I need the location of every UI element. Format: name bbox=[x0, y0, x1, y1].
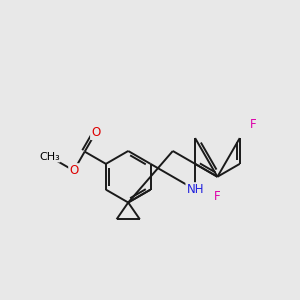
Text: F: F bbox=[250, 118, 257, 131]
Text: O: O bbox=[69, 164, 78, 177]
Text: NH: NH bbox=[186, 183, 204, 196]
Text: CH₃: CH₃ bbox=[39, 152, 60, 161]
Text: O: O bbox=[91, 126, 100, 139]
Text: F: F bbox=[214, 190, 221, 202]
